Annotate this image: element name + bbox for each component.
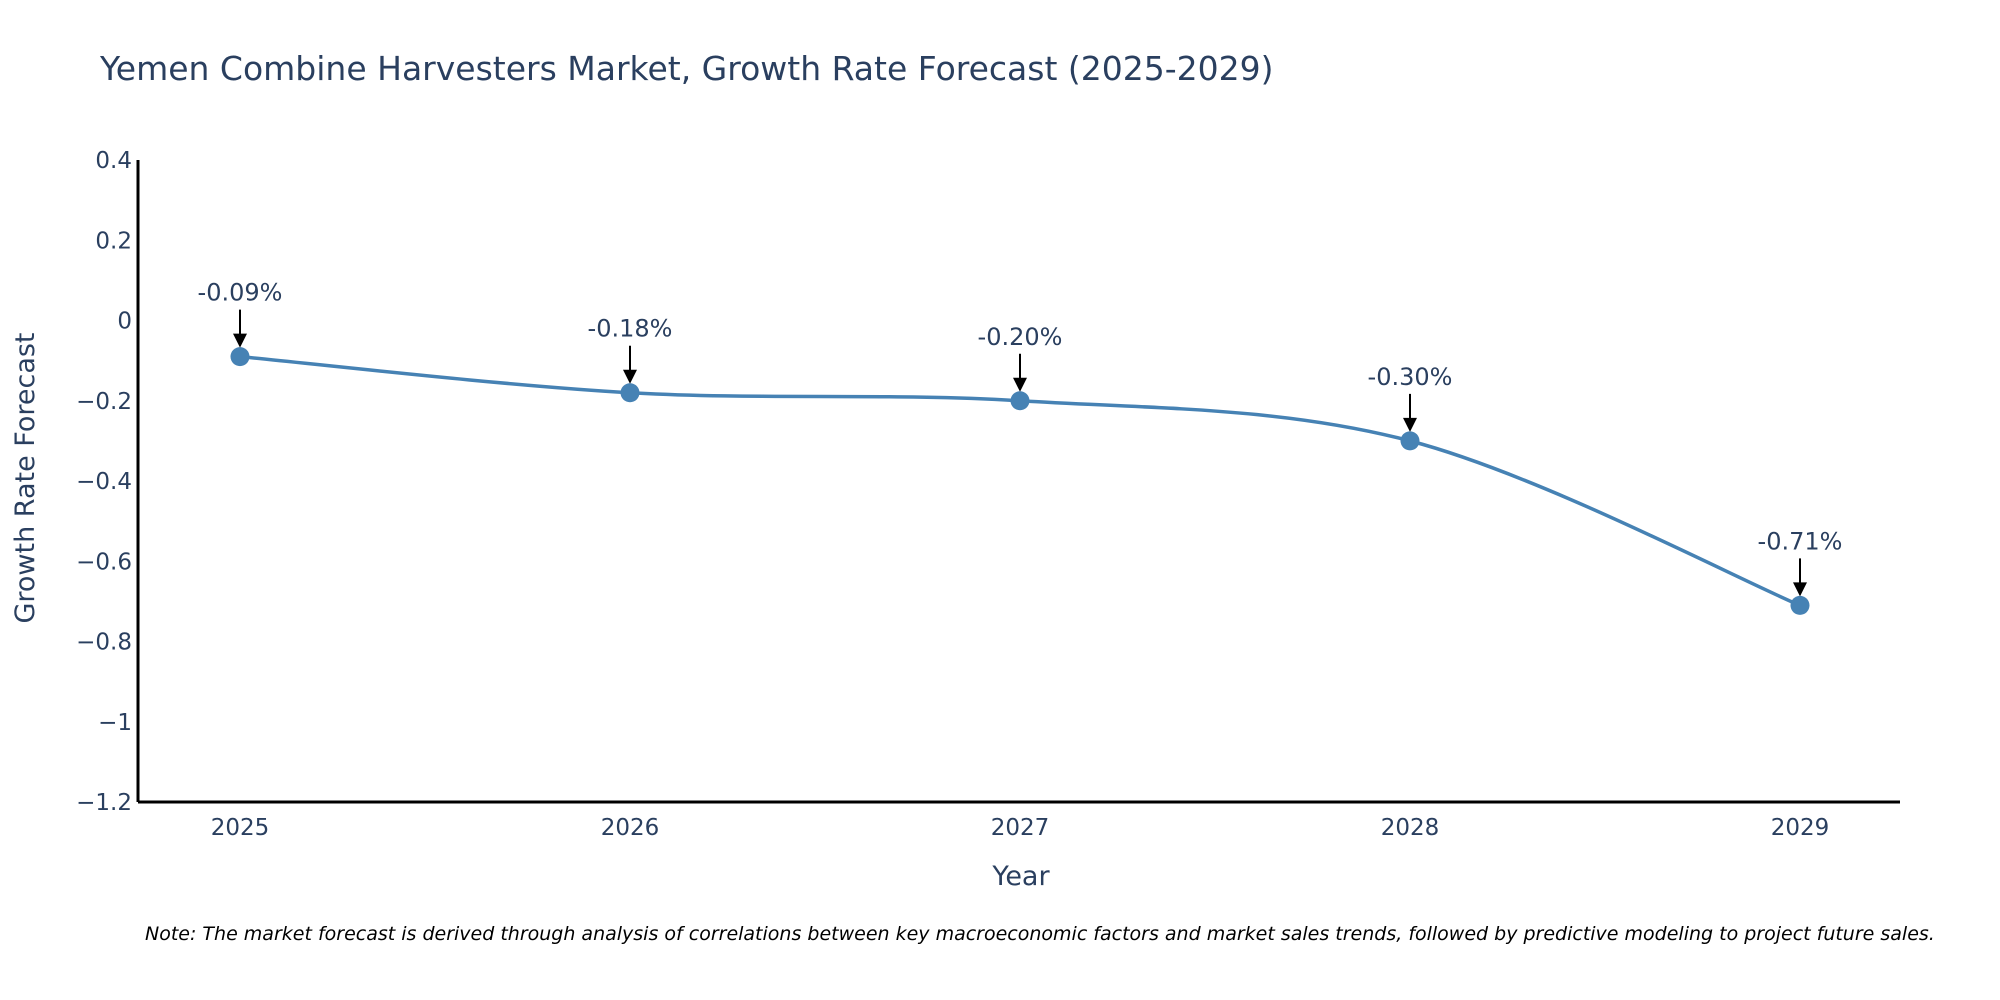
annotation-arrow-head <box>623 369 637 384</box>
y-tick-label: −0.2 <box>76 389 132 415</box>
x-tick-label: 2027 <box>991 815 1050 841</box>
y-axis-ticks: 0.4 0.2 0 −0.2 −0.4 −0.6 −0.8 −1 −1.2 <box>76 148 132 816</box>
y-tick-label: −1.2 <box>76 790 132 816</box>
data-point-marker <box>620 383 640 403</box>
annotation-arrow-head <box>233 333 247 348</box>
x-tick-label: 2029 <box>1771 815 1830 841</box>
x-tick-label: 2026 <box>601 815 660 841</box>
data-point-marker <box>230 347 250 367</box>
y-tick-label: 0 <box>117 309 132 335</box>
y-tick-label: −0.6 <box>76 549 132 575</box>
y-tick-label: −1 <box>98 710 132 736</box>
footnote-text: Note: The market forecast is derived thr… <box>145 923 1935 945</box>
data-label: -0.09% <box>198 279 283 307</box>
series-markers <box>230 347 1810 615</box>
chart-title: Yemen Combine Harvesters Market, Growth … <box>99 49 1274 88</box>
annotation-arrow-head <box>1793 582 1807 597</box>
x-tick-label: 2028 <box>1381 815 1440 841</box>
y-tick-label: −0.4 <box>76 469 132 495</box>
data-label: -0.30% <box>1368 363 1453 391</box>
data-point-marker <box>1400 431 1420 451</box>
data-point-marker <box>1790 595 1810 615</box>
annotation-arrow-head <box>1403 417 1417 432</box>
x-axis-ticks: 2025 2026 2027 2028 2029 <box>211 815 1830 841</box>
data-point-marker <box>1010 391 1030 411</box>
data-label: -0.71% <box>1758 527 1843 555</box>
data-annotations: -0.09% -0.18% -0.20% -0.30% -0.71% <box>198 279 1843 597</box>
annotation-arrow-head <box>1013 377 1027 392</box>
x-tick-label: 2025 <box>211 815 270 841</box>
y-tick-label: −0.8 <box>76 630 132 656</box>
data-label: -0.20% <box>978 323 1063 351</box>
y-axis-title: Growth Rate Forecast <box>10 332 41 623</box>
y-tick-label: 0.2 <box>95 228 132 254</box>
x-axis-title: Year <box>991 861 1050 892</box>
data-label: -0.18% <box>588 315 673 343</box>
y-tick-label: 0.4 <box>95 148 132 174</box>
